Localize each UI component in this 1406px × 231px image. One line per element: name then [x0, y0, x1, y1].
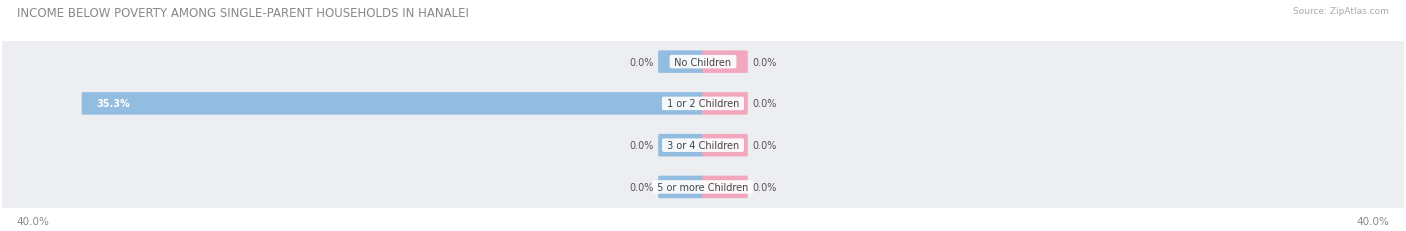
- Text: 0.0%: 0.0%: [752, 140, 776, 151]
- Text: 0.0%: 0.0%: [630, 57, 654, 67]
- FancyBboxPatch shape: [82, 93, 704, 115]
- FancyBboxPatch shape: [658, 176, 704, 198]
- Text: 40.0%: 40.0%: [17, 216, 49, 226]
- Text: 0.0%: 0.0%: [752, 182, 776, 192]
- Text: 35.3%: 35.3%: [97, 99, 131, 109]
- Text: 40.0%: 40.0%: [1357, 216, 1389, 226]
- Text: 0.0%: 0.0%: [630, 140, 654, 151]
- Text: 5 or more Children: 5 or more Children: [654, 182, 752, 192]
- FancyBboxPatch shape: [3, 38, 1403, 86]
- Text: Source: ZipAtlas.com: Source: ZipAtlas.com: [1294, 7, 1389, 16]
- Text: 0.0%: 0.0%: [630, 182, 654, 192]
- Text: 1 or 2 Children: 1 or 2 Children: [664, 99, 742, 109]
- FancyBboxPatch shape: [658, 134, 704, 157]
- FancyBboxPatch shape: [3, 122, 1403, 170]
- FancyBboxPatch shape: [702, 93, 748, 115]
- Text: 0.0%: 0.0%: [752, 99, 776, 109]
- FancyBboxPatch shape: [658, 51, 704, 74]
- FancyBboxPatch shape: [702, 134, 748, 157]
- FancyBboxPatch shape: [702, 51, 748, 74]
- Text: 0.0%: 0.0%: [752, 57, 776, 67]
- Text: INCOME BELOW POVERTY AMONG SINGLE-PARENT HOUSEHOLDS IN HANALEI: INCOME BELOW POVERTY AMONG SINGLE-PARENT…: [17, 7, 468, 20]
- Text: 3 or 4 Children: 3 or 4 Children: [664, 140, 742, 151]
- Text: No Children: No Children: [672, 57, 734, 67]
- FancyBboxPatch shape: [702, 176, 748, 198]
- FancyBboxPatch shape: [3, 163, 1403, 211]
- FancyBboxPatch shape: [3, 80, 1403, 128]
